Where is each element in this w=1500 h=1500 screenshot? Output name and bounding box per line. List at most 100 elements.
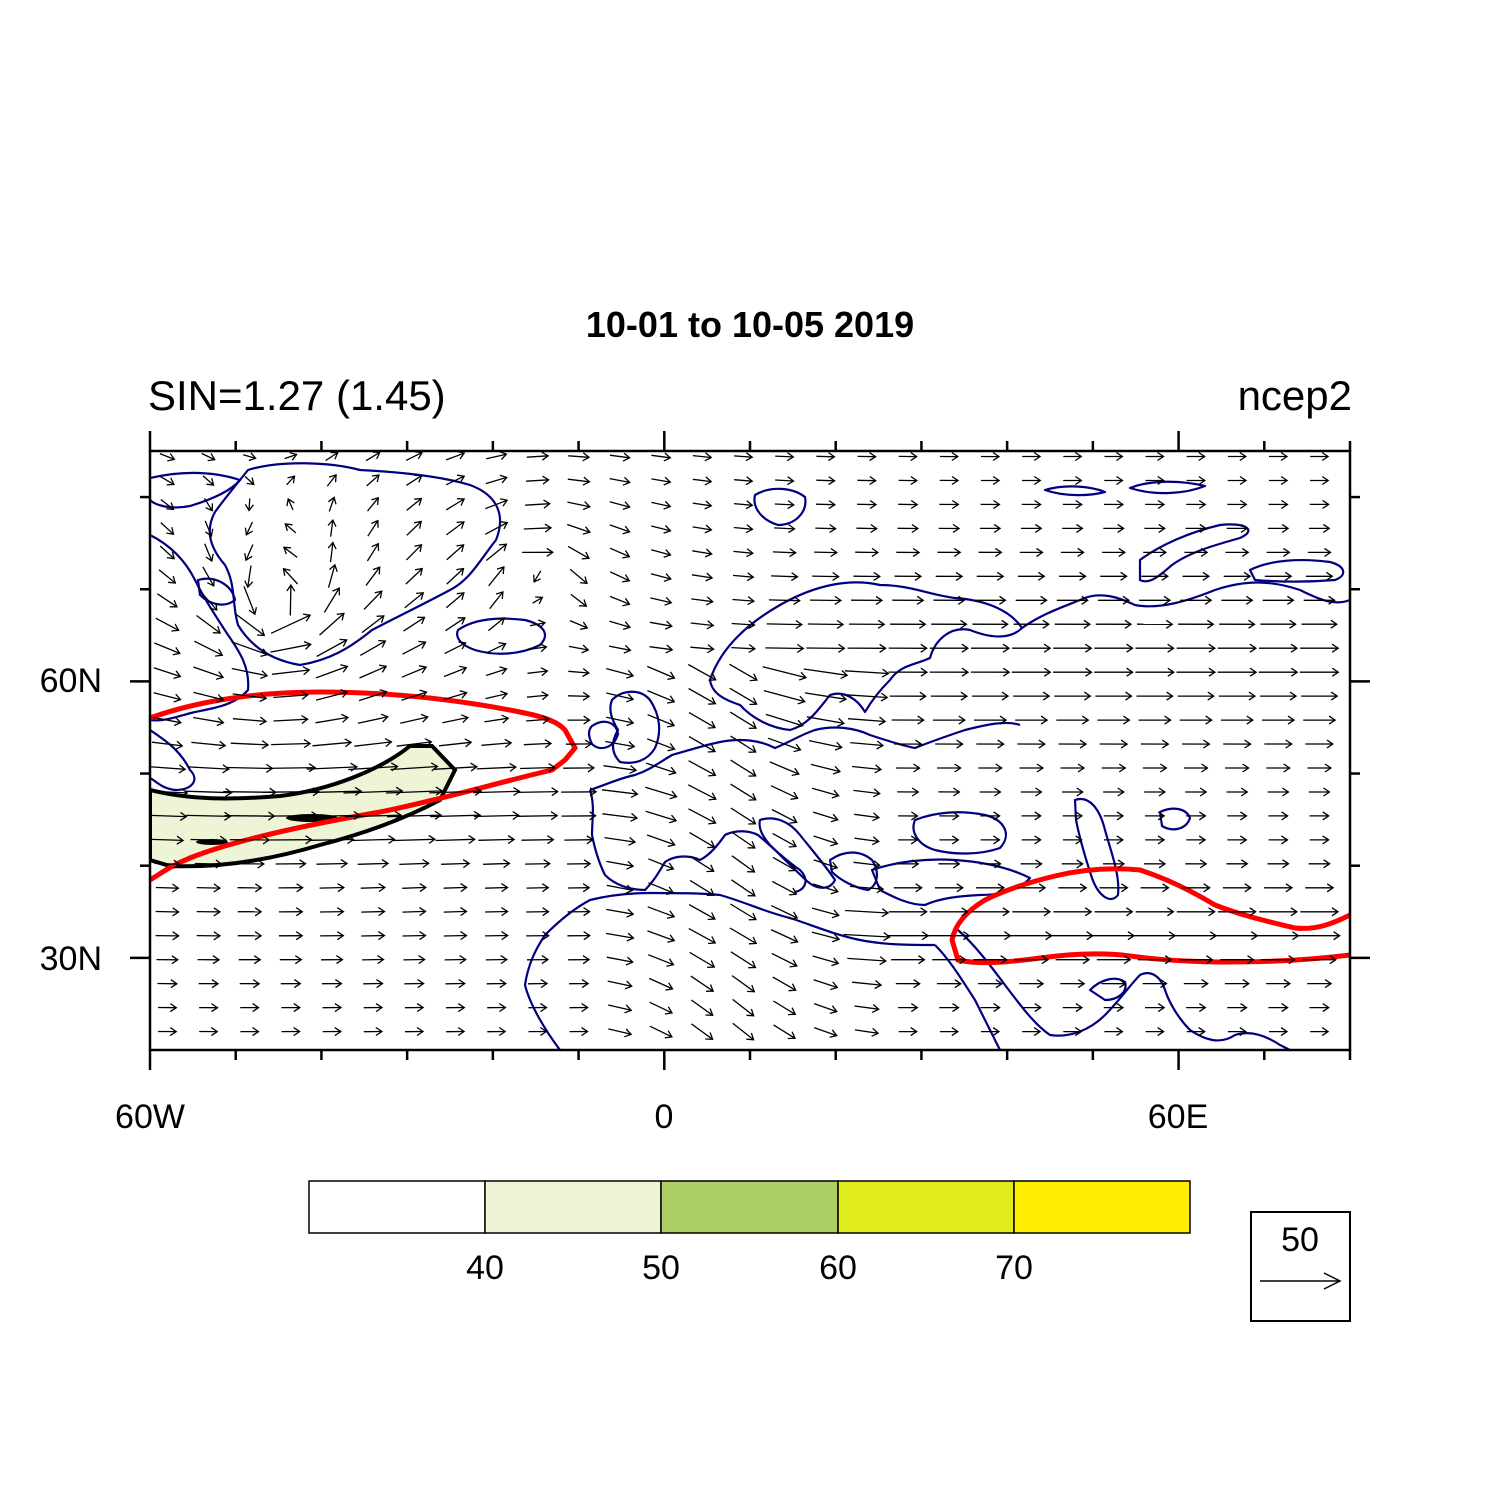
wind-vector-head-23: [166, 477, 175, 486]
wind-vector-head-720: [1324, 547, 1332, 557]
wind-vector-head-686: [1283, 763, 1291, 773]
wind-vector-head-487: [956, 739, 964, 749]
wind-vector-head-436: [874, 764, 883, 774]
wind-vector-208: [478, 838, 515, 841]
wind-vector-head-323: [663, 476, 672, 486]
wind-vector-98: [286, 475, 295, 486]
wind-vector-head-73: [246, 477, 255, 486]
wind-vector-head-676: [1281, 1003, 1289, 1013]
wind-vector-423: [816, 479, 835, 482]
wind-vector-head-189: [459, 689, 468, 699]
wind-vector-421: [815, 527, 836, 530]
wind-vector-head-449: [869, 452, 877, 462]
wind-vector-head-622: [1157, 499, 1166, 510]
wind-vector-45: [204, 543, 213, 562]
wind-vector-head-224: [499, 451, 508, 460]
wind-vector-85: [262, 791, 320, 793]
wind-vector-94: [283, 568, 299, 585]
wind-vector-head-721: [1322, 523, 1331, 533]
wind-vector-head-204: [501, 931, 509, 941]
wind-vector-head-591: [1126, 643, 1134, 653]
wind-vector-head-138: [380, 713, 389, 723]
wind-vector-head-543: [1040, 595, 1048, 605]
colorbar-box-4: [837, 1180, 1015, 1234]
wind-vector-268: [570, 593, 587, 607]
wind-vector-216: [486, 643, 506, 654]
wind-vector-head-389: [797, 695, 806, 705]
wind-vector-head-123: [329, 473, 337, 483]
wind-vector-head-669: [1243, 571, 1252, 581]
wind-vector-193: [445, 592, 465, 609]
wind-vector-head-212: [504, 738, 513, 748]
wind-vector-head-222: [499, 498, 509, 507]
wind-vector-437: [850, 741, 883, 747]
wind-vector-head-95: [282, 546, 292, 555]
wind-vector-head-646: [1199, 523, 1207, 533]
wind-vector-head-443: [875, 595, 884, 605]
wind-vector-332: [689, 855, 715, 872]
wind-vector-321: [651, 525, 671, 532]
wind-vector-head-34: [224, 811, 232, 821]
wind-vector-head-411: [832, 765, 842, 775]
wind-vector-71: [245, 521, 253, 536]
wind-vector-head-493: [957, 595, 966, 605]
wind-vector-74: [243, 454, 256, 459]
wind-vector-head-195: [456, 544, 465, 553]
wind-vector-head-257: [583, 859, 592, 869]
wind-vector-293: [609, 595, 630, 605]
wind-vector-head-3: [171, 955, 179, 965]
wind-vector-head-695: [1283, 547, 1291, 557]
wind-vector-head-58: [262, 835, 271, 845]
wind-vector-head-10: [180, 788, 189, 798]
wind-vector-head-231: [541, 883, 550, 893]
wind-vector-395: [772, 551, 796, 554]
wind-vector-head-541: [1043, 643, 1052, 653]
wind-vector-head-150: [416, 1026, 425, 1037]
wind-vector-head-124: [330, 451, 339, 460]
wind-vector-head-517: [1001, 619, 1009, 629]
wind-vector-head-215: [499, 666, 508, 675]
wind-vector-head-560: [1076, 787, 1084, 797]
wind-vector-304: [647, 930, 675, 942]
wind-vector-head-522: [993, 499, 1001, 510]
wind-vector-head-551: [1075, 1003, 1084, 1013]
wind-vector-288: [606, 716, 634, 724]
wind-vector-169: [405, 568, 423, 585]
wind-vector-head-301: [664, 1006, 674, 1015]
wind-vector-head-450: [910, 1027, 918, 1037]
wind-vector-head-105: [336, 907, 345, 917]
wind-vector-351: [732, 998, 755, 1017]
wind-vector-278: [606, 956, 633, 963]
wind-vector-head-467: [918, 619, 927, 629]
wind-vector-head-553: [1082, 955, 1091, 965]
wind-vector-head-573: [1075, 475, 1083, 486]
wind-vector-head-511: [995, 763, 1003, 773]
wind-vector-381: [771, 880, 797, 895]
wind-vector-154: [402, 934, 426, 937]
wind-vector-head-496: [952, 523, 961, 533]
wind-vector-189: [443, 692, 467, 701]
wind-vector-head-643: [1204, 595, 1213, 605]
wind-vector-head-5: [172, 907, 180, 917]
wind-vector-head-609: [1157, 811, 1166, 821]
wind-vector-head-670: [1241, 547, 1250, 557]
wind-vector-287: [605, 740, 635, 748]
wind-vector-403: [812, 955, 839, 965]
wind-vector-283: [604, 836, 636, 843]
wind-vector-head-367: [747, 620, 756, 630]
wind-vector-head-213: [501, 714, 510, 724]
wind-vector-66: [231, 641, 268, 656]
wind-vector-head-457: [911, 859, 920, 869]
wind-vector-head-435: [873, 788, 881, 798]
wind-vector-194: [446, 568, 464, 585]
wind-vector-head-500: [992, 1027, 1001, 1037]
wind-vector-head-78: [294, 955, 303, 965]
wind-vector-17: [155, 617, 179, 631]
wind-vector-head-715: [1331, 667, 1340, 677]
wind-vector-head-219: [496, 565, 505, 575]
wind-vector-head-263: [583, 715, 591, 725]
wind-vector-head-68: [248, 607, 258, 616]
wind-vector-392: [766, 623, 802, 626]
wind-vector-head-587: [1120, 739, 1129, 749]
wind-vector-head-4: [172, 931, 180, 941]
